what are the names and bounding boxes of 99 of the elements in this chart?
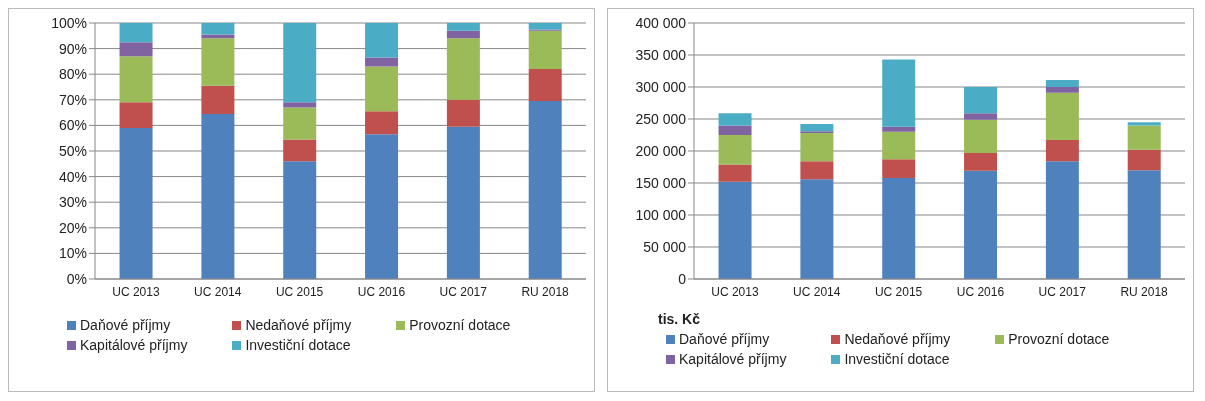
y-tick-label: 0: [678, 270, 687, 287]
bar: [800, 161, 834, 180]
legend-label: Daňové příjmy: [80, 317, 171, 333]
bar: [119, 102, 153, 128]
bar: [201, 85, 235, 114]
y-tick-label: 20%: [58, 219, 87, 236]
bar: [800, 133, 834, 162]
legend-label: Nedaňové příjmy: [844, 331, 951, 347]
legend-label: Kapitálové příjmy: [679, 351, 787, 367]
x-tick-label: UC 2016: [357, 284, 406, 299]
bar: [882, 131, 916, 160]
bar: [964, 113, 998, 120]
y-tick-label: 30%: [58, 194, 87, 211]
y-tick-label: 0%: [66, 270, 87, 287]
bar: [528, 30, 562, 70]
bar: [882, 59, 916, 127]
x-tick-label: UC 2016: [956, 284, 1005, 299]
bar: [1045, 161, 1079, 279]
bar: [446, 38, 480, 100]
y-tick-label: 150 000: [635, 174, 687, 191]
y-axis-title: tis. Kč: [658, 311, 701, 327]
bar: [718, 164, 752, 182]
legend-label: Daňové příjmy: [679, 331, 770, 347]
bar: [1045, 92, 1079, 141]
bar: [718, 125, 752, 135]
y-tick-label: 300 000: [635, 78, 687, 95]
bar: [964, 87, 998, 114]
y-tick-label: 100%: [51, 14, 87, 31]
bar: [119, 56, 153, 103]
bar: [283, 107, 317, 140]
bar: [201, 23, 235, 35]
bar: [882, 126, 916, 132]
bar: [201, 38, 235, 86]
x-tick-label: UC 2014: [194, 284, 242, 299]
bar: [365, 57, 399, 67]
legend-label: Provozní dotace: [1008, 331, 1110, 347]
legend-label: Investiční dotace: [245, 337, 351, 353]
y-tick-label: 40%: [58, 168, 87, 185]
y-tick-label: 100 000: [635, 206, 687, 223]
y-tick-label: 90%: [58, 40, 87, 57]
x-tick-label: UC 2015: [874, 284, 923, 299]
bar: [119, 127, 153, 279]
y-tick-label: 70%: [58, 91, 87, 108]
y-tick-label: 80%: [58, 66, 87, 83]
bar: [283, 102, 317, 108]
bar: [528, 23, 562, 30]
bar: [882, 159, 916, 178]
bar: [800, 124, 834, 132]
bar: [446, 126, 480, 279]
bar: [528, 69, 562, 102]
bar: [283, 139, 317, 162]
legend-label: Provozní dotace: [409, 317, 511, 333]
bar: [119, 23, 153, 43]
y-tick-label: 50 000: [643, 238, 687, 255]
bar: [201, 113, 235, 279]
bar: [1127, 170, 1161, 279]
y-tick-label: 60%: [58, 117, 87, 134]
y-tick-label: 10%: [58, 245, 87, 262]
bar: [1045, 140, 1079, 162]
x-tick-label: UC 2017: [1038, 284, 1087, 299]
bar: [1045, 87, 1079, 93]
x-tick-label: UC 2015: [275, 284, 324, 299]
bar: [800, 179, 834, 279]
y-tick-label: 200 000: [635, 142, 687, 159]
bar: [1127, 149, 1161, 171]
bar: [283, 161, 317, 279]
bar: [1045, 79, 1079, 87]
y-tick-label: 350 000: [635, 46, 687, 63]
x-tick-label: RU 2018: [1120, 284, 1169, 299]
bar: [964, 170, 998, 279]
x-tick-label: UC 2013: [711, 284, 759, 299]
y-tick-label: 250 000: [635, 110, 687, 127]
bar: [446, 99, 480, 127]
bar: [446, 30, 480, 39]
bar: [882, 177, 916, 279]
bar: [365, 111, 399, 135]
bar: [528, 101, 562, 279]
bar: [718, 181, 752, 279]
bar: [119, 42, 153, 57]
legend-label: Investiční dotace: [844, 351, 950, 367]
bar: [365, 23, 399, 58]
bar: [1127, 125, 1161, 150]
bar: [446, 23, 480, 31]
bar: [1127, 122, 1161, 126]
x-tick-label: UC 2014: [793, 284, 841, 299]
bar: [964, 119, 998, 153]
y-tick-label: 50%: [58, 142, 87, 159]
legend-label: Nedaňové příjmy: [245, 317, 352, 333]
bar: [283, 23, 317, 103]
bar: [365, 134, 399, 279]
x-tick-label: UC 2013: [112, 284, 160, 299]
bar: [718, 113, 752, 126]
x-tick-label: RU 2018: [521, 284, 570, 299]
y-tick-label: 400 000: [635, 14, 687, 31]
bar: [964, 152, 998, 171]
bar: [365, 66, 399, 112]
legend-label: Kapitálové příjmy: [80, 337, 188, 353]
x-tick-label: UC 2017: [439, 284, 488, 299]
bar: [718, 135, 752, 165]
